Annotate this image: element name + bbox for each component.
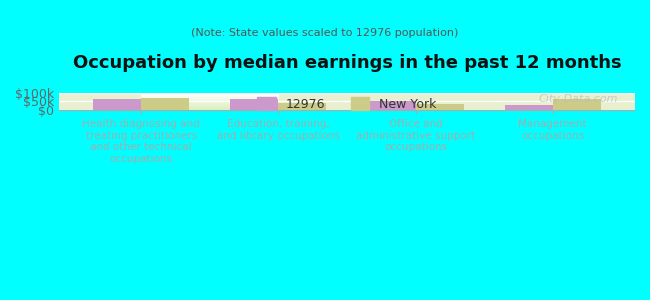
Bar bbox=[278, 103, 326, 110]
Bar bbox=[141, 98, 189, 110]
Text: (Note: State values scaled to 12976 population): (Note: State values scaled to 12976 popu… bbox=[191, 28, 459, 38]
Bar bbox=[504, 105, 552, 110]
Bar bbox=[415, 104, 463, 110]
Legend: 12976, New York: 12976, New York bbox=[252, 92, 442, 116]
Bar bbox=[230, 99, 278, 110]
Title: Occupation by median earnings in the past 12 months: Occupation by median earnings in the pas… bbox=[73, 54, 621, 72]
Bar bbox=[552, 99, 601, 110]
Bar bbox=[367, 101, 415, 110]
Bar bbox=[93, 99, 141, 110]
Text: City-Data.com: City-Data.com bbox=[538, 94, 617, 103]
